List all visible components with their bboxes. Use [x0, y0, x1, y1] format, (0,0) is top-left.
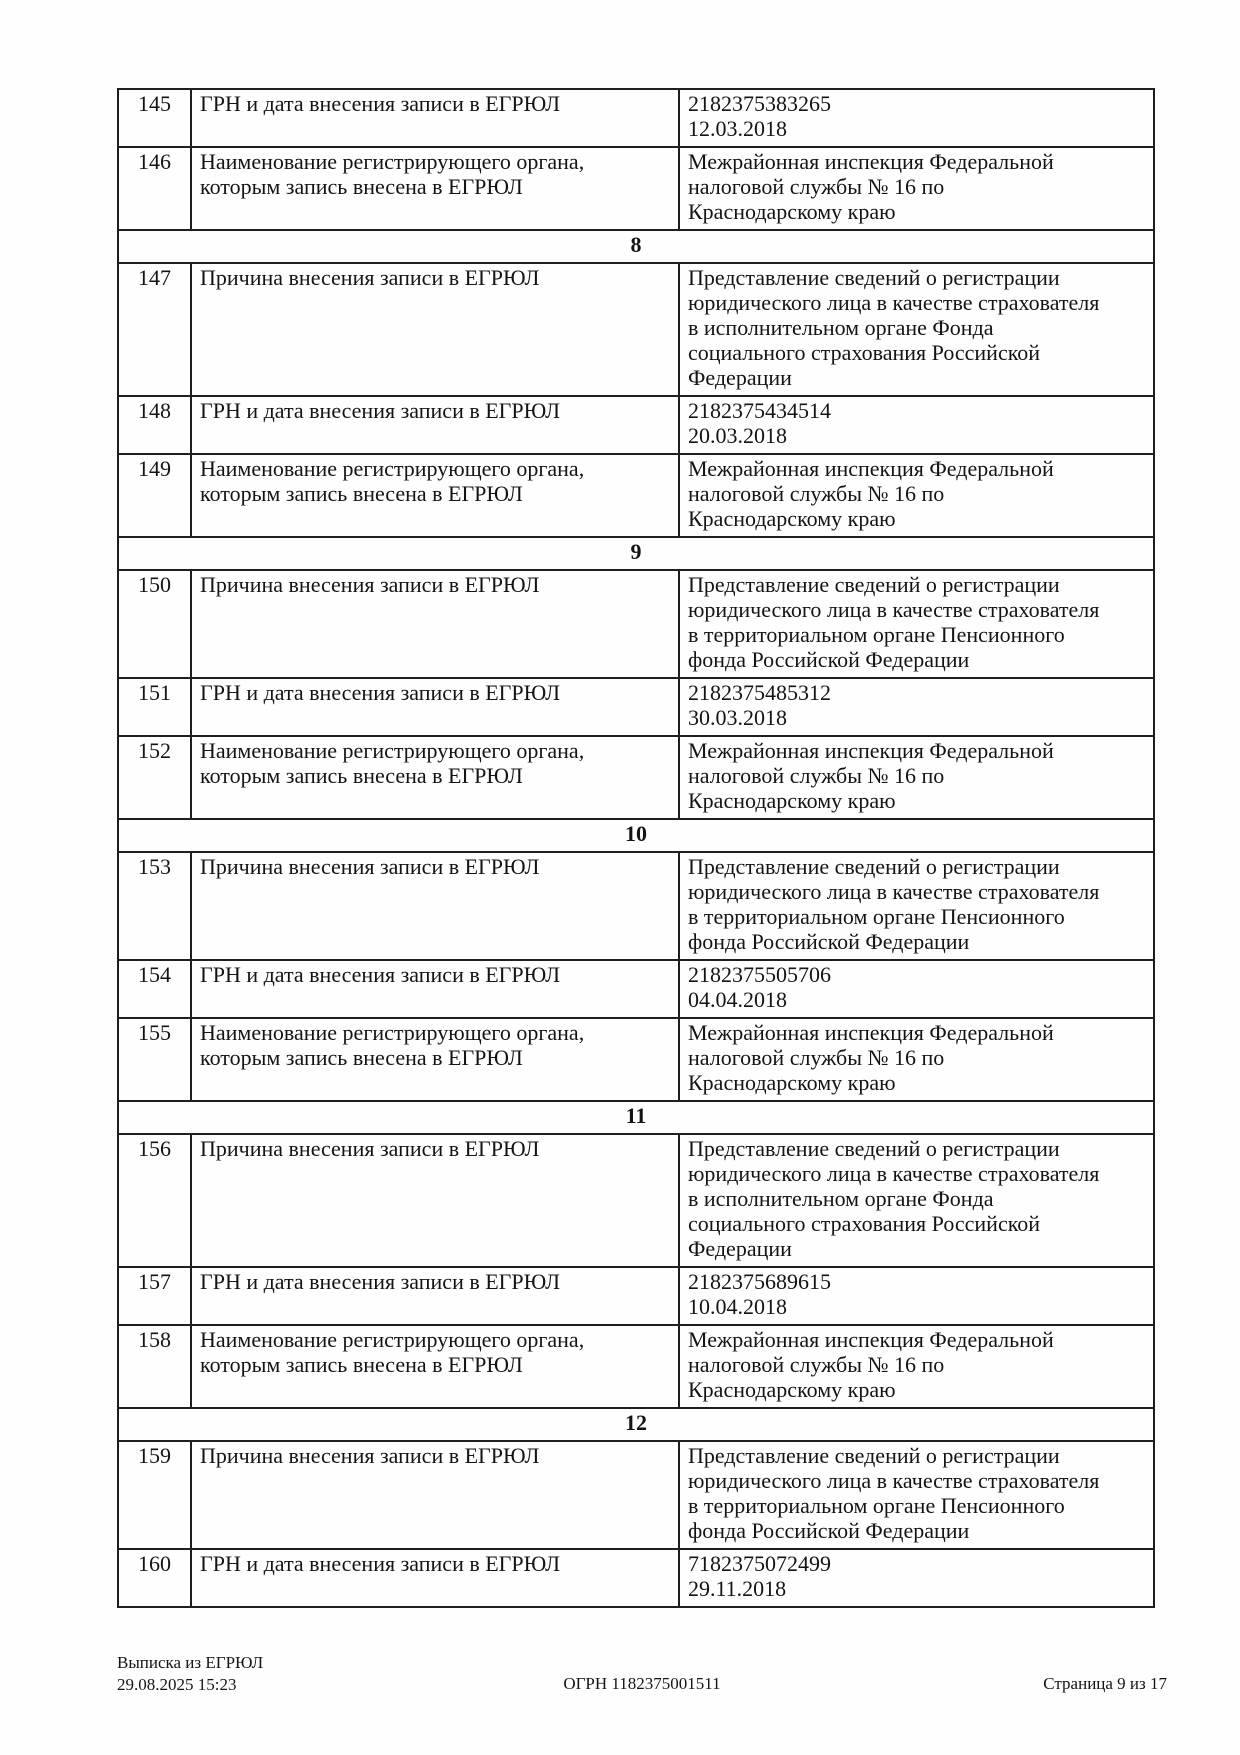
row-value: 2182375485312 30.03.2018 — [678, 677, 1155, 737]
row-value: 2182375689615 10.04.2018 — [678, 1266, 1155, 1326]
row-label: Причина внесения записи в ЕГРЮЛ — [190, 1133, 680, 1268]
table-row: 155 Наименование регистрирующего органа,… — [117, 1017, 1155, 1102]
row-number: 157 — [117, 1266, 192, 1326]
page-footer: Выписка из ЕГРЮЛ 29.08.2025 15:23 ОГРН 1… — [117, 1652, 1167, 1696]
row-value: Межрайонная инспекция Федеральной налого… — [678, 1017, 1155, 1102]
row-value: 2182375434514 20.03.2018 — [678, 395, 1155, 455]
section-row: 11 — [117, 1100, 1155, 1135]
row-number: 148 — [117, 395, 192, 455]
row-value: 2182375505706 04.04.2018 — [678, 959, 1155, 1019]
footer-datetime: 29.08.2025 15:23 — [117, 1675, 237, 1694]
row-label: ГРН и дата внесения записи в ЕГРЮЛ — [190, 1266, 680, 1326]
table-row: 152 Наименование регистрирующего органа,… — [117, 735, 1155, 820]
row-number: 152 — [117, 735, 192, 820]
row-number: 145 — [117, 88, 192, 148]
row-label: Наименование регистрирующего органа, кот… — [190, 1017, 680, 1102]
row-number: 149 — [117, 453, 192, 538]
table-row: 145 ГРН и дата внесения записи в ЕГРЮЛ 2… — [117, 88, 1155, 148]
footer-page-number: Страница 9 из 17 — [1043, 1674, 1167, 1693]
section-row: 8 — [117, 229, 1155, 264]
row-value: Представление сведений о регистрации юри… — [678, 1440, 1155, 1550]
table-row: 150 Причина внесения записи в ЕГРЮЛ Пред… — [117, 569, 1155, 679]
row-label: Причина внесения записи в ЕГРЮЛ — [190, 851, 680, 961]
row-value: Представление сведений о регистрации юри… — [678, 851, 1155, 961]
footer-ogrn: ОГРН 1182375001511 — [563, 1674, 721, 1693]
row-value: Представление сведений о регистрации юри… — [678, 1133, 1155, 1268]
row-number: 155 — [117, 1017, 192, 1102]
row-value: Межрайонная инспекция Федеральной налого… — [678, 146, 1155, 231]
row-number: 153 — [117, 851, 192, 961]
table-row: 146 Наименование регистрирующего органа,… — [117, 146, 1155, 231]
section-number: 8 — [117, 229, 1155, 264]
table-row: 151 ГРН и дата внесения записи в ЕГРЮЛ 2… — [117, 677, 1155, 737]
row-number: 147 — [117, 262, 192, 397]
section-number: 10 — [117, 818, 1155, 853]
table-row: 147 Причина внесения записи в ЕГРЮЛ Пред… — [117, 262, 1155, 397]
row-label: ГРН и дата внесения записи в ЕГРЮЛ — [190, 1548, 680, 1608]
section-row: 10 — [117, 818, 1155, 853]
footer-doc-title: Выписка из ЕГРЮЛ — [117, 1653, 264, 1672]
table-row: 157 ГРН и дата внесения записи в ЕГРЮЛ 2… — [117, 1266, 1155, 1326]
row-value: 7182375072499 29.11.2018 — [678, 1548, 1155, 1608]
row-number: 154 — [117, 959, 192, 1019]
table-row: 149 Наименование регистрирующего органа,… — [117, 453, 1155, 538]
section-number: 11 — [117, 1100, 1155, 1135]
row-value: Межрайонная инспекция Федеральной налого… — [678, 735, 1155, 820]
row-value: Межрайонная инспекция Федеральной налого… — [678, 1324, 1155, 1409]
row-number: 146 — [117, 146, 192, 231]
row-value: Межрайонная инспекция Федеральной налого… — [678, 453, 1155, 538]
row-label: Причина внесения записи в ЕГРЮЛ — [190, 569, 680, 679]
row-label: ГРН и дата внесения записи в ЕГРЮЛ — [190, 677, 680, 737]
table-row: 148 ГРН и дата внесения записи в ЕГРЮЛ 2… — [117, 395, 1155, 455]
row-number: 158 — [117, 1324, 192, 1409]
row-label: Причина внесения записи в ЕГРЮЛ — [190, 262, 680, 397]
table-row: 154 ГРН и дата внесения записи в ЕГРЮЛ 2… — [117, 959, 1155, 1019]
table-row: 159 Причина внесения записи в ЕГРЮЛ Пред… — [117, 1440, 1155, 1550]
section-row: 9 — [117, 536, 1155, 571]
section-number: 9 — [117, 536, 1155, 571]
table-row: 160 ГРН и дата внесения записи в ЕГРЮЛ 7… — [117, 1548, 1155, 1608]
row-label: Наименование регистрирующего органа, кот… — [190, 735, 680, 820]
row-number: 151 — [117, 677, 192, 737]
row-number: 160 — [117, 1548, 192, 1608]
row-label: ГРН и дата внесения записи в ЕГРЮЛ — [190, 395, 680, 455]
row-label: Наименование регистрирующего органа, кот… — [190, 1324, 680, 1409]
row-label: Наименование регистрирующего органа, кот… — [190, 453, 680, 538]
row-value: 2182375383265 12.03.2018 — [678, 88, 1155, 148]
row-label: Наименование регистрирующего органа, кот… — [190, 146, 680, 231]
row-number: 150 — [117, 569, 192, 679]
table-row: 156 Причина внесения записи в ЕГРЮЛ Пред… — [117, 1133, 1155, 1268]
row-value: Представление сведений о регистрации юри… — [678, 262, 1155, 397]
row-label: ГРН и дата внесения записи в ЕГРЮЛ — [190, 88, 680, 148]
row-number: 156 — [117, 1133, 192, 1268]
row-number: 159 — [117, 1440, 192, 1550]
table-row: 158 Наименование регистрирующего органа,… — [117, 1324, 1155, 1409]
row-label: Причина внесения записи в ЕГРЮЛ — [190, 1440, 680, 1550]
row-label: ГРН и дата внесения записи в ЕГРЮЛ — [190, 959, 680, 1019]
section-row: 12 — [117, 1407, 1155, 1442]
egrul-records-table: 145 ГРН и дата внесения записи в ЕГРЮЛ 2… — [117, 88, 1155, 1608]
section-number: 12 — [117, 1407, 1155, 1442]
row-value: Представление сведений о регистрации юри… — [678, 569, 1155, 679]
table-row: 153 Причина внесения записи в ЕГРЮЛ Пред… — [117, 851, 1155, 961]
